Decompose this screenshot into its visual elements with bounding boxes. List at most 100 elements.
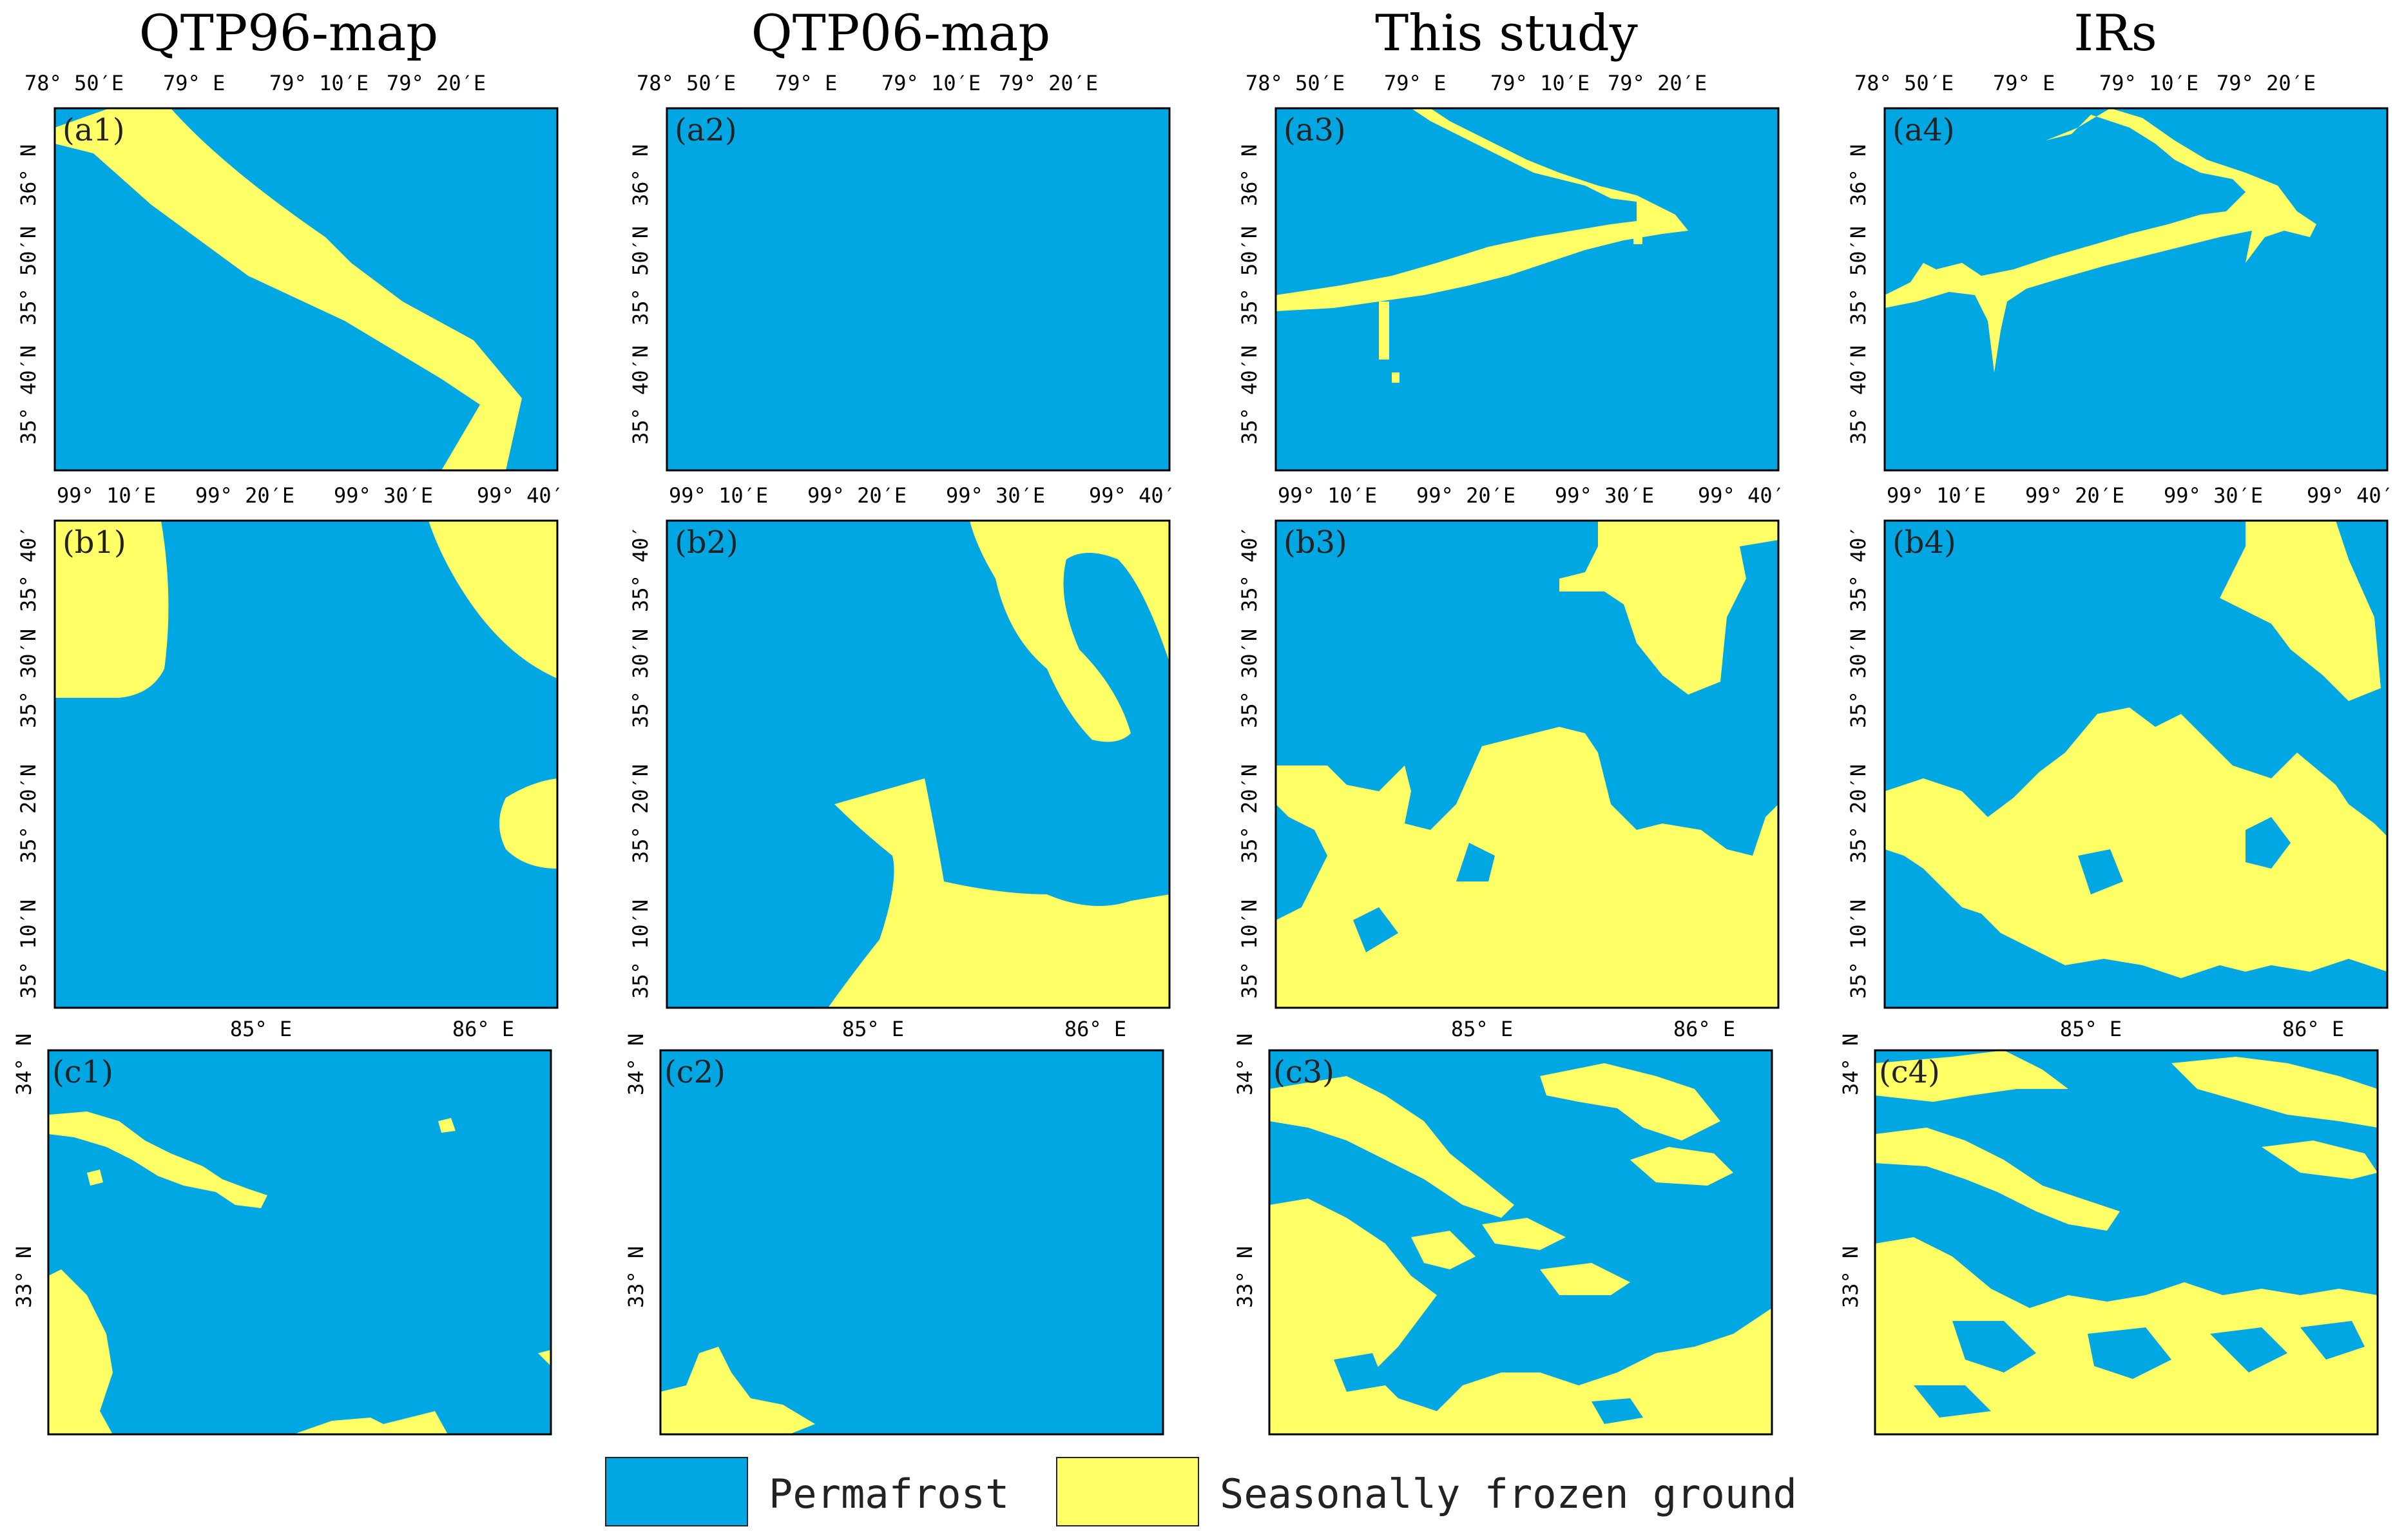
legend-label-seasonal: Seasonally frozen ground: [1220, 1470, 1797, 1517]
panel-label-c4: (c4): [1879, 1054, 1940, 1090]
top-tick-b4-4: 99° 40′: [2307, 483, 2394, 508]
lon-tick-2-85: 85° E: [842, 1017, 904, 1041]
legend-swatch-seasonal: [1056, 1457, 1199, 1526]
left-tick-b4-2: 35° 20′N: [1846, 764, 1871, 863]
panel-label-b1: (b1): [63, 525, 126, 561]
panel-label-b4: (b4): [1892, 525, 1956, 561]
panel-b1: (b1): [53, 519, 559, 1009]
top-tick-b3-4: 99° 40′: [1698, 483, 1785, 508]
left-tick-b3-1: 35° 10′N: [1237, 900, 1262, 999]
panel-b4: (b4): [1883, 519, 2389, 1009]
left-tick-b2-4: 35° 40′: [628, 525, 653, 612]
left-tick-c3-33: 33° N: [1233, 1246, 1257, 1308]
left-tick-b1-2: 35° 20′N: [16, 764, 41, 863]
panel-b3: (b3): [1274, 519, 1780, 1009]
left-tick-a4-3: 36° N: [1846, 144, 1871, 206]
left-tick-b4-4: 35° 40′: [1846, 525, 1871, 612]
left-tick-b1-4: 35° 40′: [16, 525, 41, 612]
left-tick-b2-2: 35° 20′N: [628, 764, 653, 863]
top-tick-a1-4: 79° 20′E: [387, 71, 486, 95]
panel-label-a3: (a3): [1284, 112, 1346, 148]
left-tick-b2-3: 35° 30′N: [628, 629, 653, 728]
top-tick-a1-3: 79° 10′E: [269, 71, 369, 95]
top-tick-b2-3: 99° 30′E: [946, 483, 1045, 508]
panel-label-b3: (b3): [1284, 525, 1347, 561]
top-tick-b2-2: 99° 20′E: [807, 483, 907, 508]
left-tick-b3-4: 35° 40′: [1237, 525, 1262, 612]
left-tick-b3-3: 35° 30′N: [1237, 629, 1262, 728]
column-title-3: This study: [1375, 5, 1638, 63]
left-tick-a3-3: 36° N: [1237, 144, 1262, 206]
top-tick-b1-3: 99° 30′E: [334, 483, 433, 508]
top-tick-a1-1: 78° 50′E: [24, 71, 124, 95]
top-tick-a3-2: 79° E: [1384, 71, 1446, 95]
lon-tick-1-85: 85° E: [230, 1017, 292, 1041]
left-tick-a2-1: 35° 40′N: [628, 345, 653, 445]
top-tick-b3-2: 99° 20′E: [1416, 483, 1515, 508]
left-tick-a4-1: 35° 40′N: [1846, 345, 1871, 445]
left-tick-a1-2: 35° 50′N: [16, 226, 41, 325]
left-tick-b4-1: 35° 10′N: [1846, 900, 1871, 999]
top-tick-b2-4: 99° 40′: [1089, 483, 1176, 508]
top-tick-a4-1: 78° 50′E: [1854, 71, 1954, 95]
top-tick-a4-4: 79° 20′E: [2217, 71, 2316, 95]
left-tick-c3-34: 34° N: [1233, 1034, 1257, 1095]
top-tick-b3-3: 99° 30′E: [1555, 483, 1654, 508]
left-tick-c2-34: 34° N: [624, 1034, 648, 1095]
panel-label-c1: (c1): [52, 1054, 113, 1090]
top-tick-a2-3: 79° 10′E: [881, 71, 981, 95]
panel-label-a4: (a4): [1892, 112, 1955, 148]
lon-tick-4-86: 86° E: [2282, 1017, 2344, 1041]
top-tick-a3-4: 79° 20′E: [1608, 71, 1707, 95]
top-tick-a2-4: 79° 20′E: [999, 71, 1098, 95]
row-c-lon-ticks: 85° E 86° E 85° E 86° E 85° E 86° E 85° …: [230, 1017, 2344, 1041]
top-tick-a3-3: 79° 10′E: [1490, 71, 1590, 95]
top-tick-b2-1: 99° 10′E: [669, 483, 768, 508]
top-tick-b4-1: 99° 10′E: [1887, 483, 1986, 508]
top-tick-a4-3: 79° 10′E: [2099, 71, 2198, 95]
panel-c1: (c1): [47, 1049, 552, 1436]
row-b-left-ticks: 35° 10′N 35° 20′N 35° 30′N 35° 40′ 35° 1…: [16, 525, 1871, 999]
left-tick-c4-34: 34° N: [1838, 1034, 1863, 1095]
top-tick-a1-2: 79° E: [163, 71, 225, 95]
left-tick-a4-2: 35° 50′N: [1846, 226, 1871, 325]
left-tick-a3-1: 35° 40′N: [1237, 345, 1262, 445]
panel-label-a2: (a2): [675, 112, 737, 148]
left-tick-c2-33: 33° N: [624, 1246, 648, 1308]
panel-c2: (c2): [659, 1049, 1164, 1436]
left-tick-b1-1: 35° 10′N: [16, 900, 41, 999]
top-tick-b4-3: 99° 30′E: [2164, 483, 2263, 508]
top-tick-b1-2: 99° 20′E: [195, 483, 294, 508]
left-tick-b4-3: 35° 30′N: [1846, 629, 1871, 728]
panel-label-c2: (c2): [664, 1054, 726, 1090]
lon-tick-3-85: 85° E: [1451, 1017, 1513, 1041]
panel-label-c3: (c3): [1273, 1054, 1334, 1090]
column-title-1: QTP96-map: [139, 5, 438, 63]
left-tick-a1-3: 36° N: [16, 144, 41, 206]
top-tick-a2-2: 79° E: [775, 71, 837, 95]
top-tick-b1-4: 99° 40′: [477, 483, 564, 508]
left-tick-a2-3: 36° N: [628, 144, 653, 206]
top-tick-b4-2: 99° 20′E: [2025, 483, 2124, 508]
panel-c3: (c3): [1268, 1049, 1773, 1436]
lon-tick-1-86: 86° E: [452, 1017, 514, 1041]
left-tick-b1-3: 35° 30′N: [16, 629, 41, 728]
top-tick-a3-1: 78° 50′E: [1246, 71, 1345, 95]
panel-a1: (a1): [53, 107, 559, 472]
panel-a2: (a2): [666, 107, 1171, 472]
legend: Permafrost Seasonally frozen ground: [605, 1457, 1797, 1526]
legend-swatch-permafrost: [605, 1457, 748, 1526]
left-tick-b2-1: 35° 10′N: [628, 900, 653, 999]
row-a-left-ticks: 35° 40′N 35° 50′N 36° N 35° 40′N 35° 50′…: [16, 144, 1871, 445]
left-tick-a1-1: 35° 40′N: [16, 345, 41, 445]
panel-a3: (a3): [1274, 107, 1780, 472]
panel-a4: (a4): [1883, 107, 2389, 472]
column-title-2: QTP06-map: [751, 5, 1050, 63]
legend-label-permafrost: Permafrost: [769, 1470, 1009, 1517]
row-b-top-ticks: 99° 10′E 99° 20′E 99° 30′E 99° 40′ 99° 1…: [57, 483, 2394, 508]
panel-b2: (b2): [666, 519, 1171, 1009]
left-tick-c1-34: 34° N: [12, 1034, 36, 1095]
left-tick-c4-33: 33° N: [1838, 1246, 1863, 1308]
panel-label-a1: (a1): [63, 112, 125, 148]
